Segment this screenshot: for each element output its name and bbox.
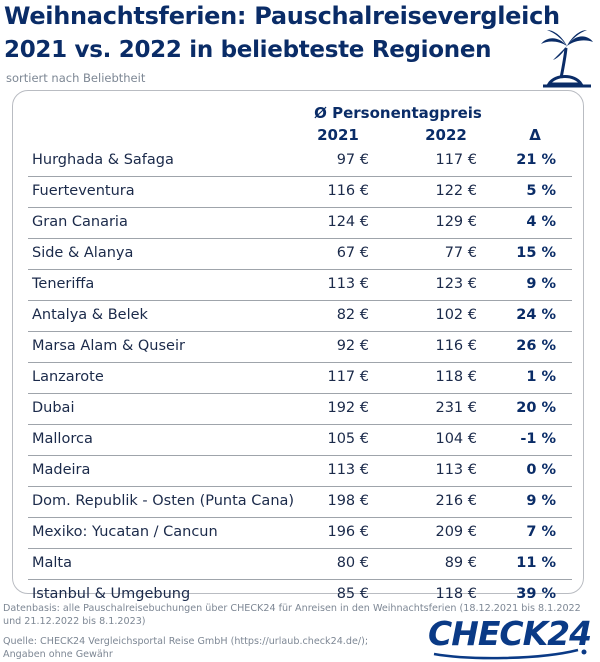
check24-logo: CHECK24 — [428, 614, 596, 660]
price-2022-cell: 117 € — [435, 152, 477, 168]
price-2021-cell: 113 € — [327, 276, 369, 292]
price-2022-cell: 77 € — [444, 245, 477, 261]
region-cell: Lanzarote — [32, 369, 104, 385]
delta-cell: 11 % — [516, 555, 556, 571]
delta-cell: 39 % — [516, 586, 556, 602]
table-row: Fuerteventura 116 € 122 € 5 % — [28, 177, 572, 208]
region-cell: Teneriffa — [32, 276, 95, 292]
table-row: Side & Alanya 67 € 77 € 15 % — [28, 239, 572, 270]
price-2022-cell: 118 € — [435, 586, 477, 602]
price-2021-cell: 117 € — [327, 369, 369, 385]
table-row: Marsa Alam & Quseir 92 € 116 € 26 % — [28, 332, 572, 363]
table-row: Mallorca 105 € 104 € -1 % — [28, 425, 572, 456]
region-cell: Fuerteventura — [32, 183, 135, 199]
delta-cell: 0 % — [526, 462, 556, 478]
delta-cell: 21 % — [516, 152, 556, 168]
table-body: Hurghada & Safaga 97 € 117 € 21 % Fuertevent… — [28, 146, 572, 610]
column-header-2022: 2022 — [425, 126, 467, 144]
footer-data-basis: Datenbasis: alle Pauschalreisebuchungen … — [3, 603, 581, 614]
delta-cell: 7 % — [526, 524, 556, 540]
region-cell: Hurghada & Safaga — [32, 152, 174, 168]
price-2021-cell: 82 € — [336, 307, 369, 323]
price-2022-cell: 123 € — [435, 276, 477, 292]
region-cell: Side & Alanya — [32, 245, 134, 261]
delta-cell: 24 % — [516, 307, 556, 323]
price-2021-cell: 116 € — [327, 183, 369, 199]
price-2021-cell: 85 € — [336, 586, 369, 602]
price-2021-cell: 67 € — [336, 245, 369, 261]
footer-disclaimer: Angaben ohne Gewähr — [3, 649, 113, 660]
delta-cell: 9 % — [526, 493, 556, 509]
delta-cell: 20 % — [516, 400, 556, 416]
price-2021-cell: 124 € — [327, 214, 369, 230]
logo-swoosh-icon — [433, 648, 587, 660]
table-row: Lanzarote 117 € 118 € 1 % — [28, 363, 572, 394]
price-2021-cell: 198 € — [327, 493, 369, 509]
delta-cell: 26 % — [516, 338, 556, 354]
price-2021-cell: 196 € — [327, 524, 369, 540]
page-title: Weihnachtsferien: Pauschalreisevergleich — [4, 2, 560, 30]
delta-cell: 4 % — [526, 214, 556, 230]
column-header-delta: Δ — [529, 126, 541, 144]
page-subtitle: 2021 vs. 2022 in beliebteste Regionen — [4, 37, 492, 63]
table-card — [12, 90, 584, 594]
price-2022-cell: 118 € — [435, 369, 477, 385]
palm-island-icon — [541, 30, 593, 88]
table-row: Hurghada & Safaga 97 € 117 € 21 % — [28, 146, 572, 177]
region-cell: Istanbul & Umgebung — [32, 586, 191, 602]
price-2021-cell: 80 € — [336, 555, 369, 571]
price-2022-cell: 113 € — [435, 462, 477, 478]
delta-cell: 9 % — [526, 276, 556, 292]
price-2022-cell: 102 € — [435, 307, 477, 323]
logo-text: CHECK24 — [428, 614, 592, 653]
delta-cell: -1 % — [520, 431, 556, 447]
table-row: Gran Canaria 124 € 129 € 4 % — [28, 208, 572, 239]
price-2022-cell: 104 € — [435, 431, 477, 447]
price-2022-cell: 129 € — [435, 214, 477, 230]
price-group-header: Ø Personentagpreis — [314, 104, 482, 122]
price-2021-cell: 113 € — [327, 462, 369, 478]
table-row: Madeira 113 € 113 € 0 % — [28, 456, 572, 487]
region-cell: Antalya & Belek — [32, 307, 148, 323]
region-cell: Dom. Republik - Osten (Punta Cana) — [32, 493, 295, 509]
table-row: Teneriffa 113 € 123 € 9 % — [28, 270, 572, 301]
table-row: Malta 80 € 89 € 11 % — [28, 549, 572, 580]
sort-note: sortiert nach Beliebtheit — [6, 71, 146, 85]
table-row: Istanbul & Umgebung 85 € 118 € 39 % — [28, 580, 572, 610]
price-2021-cell: 192 € — [327, 400, 369, 416]
table-row: Antalya & Belek 82 € 102 € 24 % — [28, 301, 572, 332]
table-row: Mexiko: Yucatan / Cancun 196 € 209 € 7 % — [28, 518, 572, 549]
price-2022-cell: 209 € — [435, 524, 477, 540]
region-cell: Mexiko: Yucatan / Cancun — [32, 524, 218, 540]
region-cell: Malta — [32, 555, 72, 571]
price-2022-cell: 216 € — [435, 493, 477, 509]
region-cell: Mallorca — [32, 431, 93, 447]
delta-cell: 1 % — [526, 369, 556, 385]
footer-source: Quelle: CHECK24 Vergleichsportal Reise G… — [3, 636, 369, 647]
delta-cell: 5 % — [526, 183, 556, 199]
price-2021-cell: 97 € — [336, 152, 369, 168]
region-cell: Gran Canaria — [32, 214, 128, 230]
delta-cell: 15 % — [516, 245, 556, 261]
price-2022-cell: 89 € — [444, 555, 477, 571]
price-2021-cell: 92 € — [336, 338, 369, 354]
price-2022-cell: 231 € — [435, 400, 477, 416]
table-row: Dubai 192 € 231 € 20 % — [28, 394, 572, 425]
price-2021-cell: 105 € — [327, 431, 369, 447]
region-cell: Marsa Alam & Quseir — [32, 338, 185, 354]
column-header-2021: 2021 — [317, 126, 359, 144]
region-cell: Madeira — [32, 462, 91, 478]
region-cell: Dubai — [32, 400, 75, 416]
price-2022-cell: 116 € — [435, 338, 477, 354]
footer-data-basis-cont: und 21.12.2022 bis 8.1.2023) — [3, 616, 146, 627]
price-2022-cell: 122 € — [435, 183, 477, 199]
table-row: Dom. Republik - Osten (Punta Cana) 198 € 2… — [28, 487, 572, 518]
